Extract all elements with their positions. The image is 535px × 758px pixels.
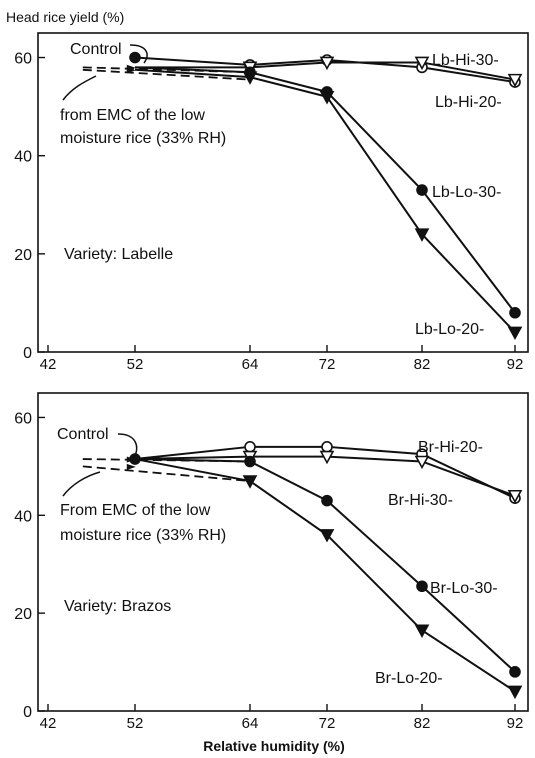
data-point: [242, 71, 258, 85]
plot-frame: [37, 32, 529, 353]
x-tick-label: 42: [40, 356, 57, 373]
x-tick-label: 42: [40, 715, 57, 732]
y-tick-label: 20: [14, 606, 32, 623]
series-label: Lb-Hi-30-: [432, 52, 499, 69]
series-label: Br-Lo-20-: [375, 670, 443, 687]
data-point: [321, 441, 333, 453]
emc-pointer: [62, 75, 97, 101]
x-tick-label: 52: [127, 715, 144, 732]
data-point: [509, 306, 521, 319]
x-tick-label: 92: [507, 356, 524, 373]
y-tick-label: 0: [23, 704, 32, 721]
series-label: Lb-Hi-20-: [435, 94, 502, 111]
variety-label: Variety: Labelle: [64, 246, 173, 263]
data-point: [242, 475, 258, 489]
control-pointer: [129, 44, 148, 64]
series-line: [134, 458, 516, 673]
data-point: [416, 184, 428, 196]
arrowhead: [126, 67, 136, 74]
y-tick-label: 40: [14, 508, 32, 525]
x-tick-label: 64: [242, 715, 259, 732]
series-line: [134, 458, 516, 693]
emc-dashed-line: [82, 465, 251, 482]
data-point: [507, 685, 523, 700]
data-point: [319, 450, 335, 465]
data-point: [507, 326, 523, 341]
x-tick-label: 64: [242, 356, 259, 373]
series-label: Br-Lo-30-: [430, 580, 498, 597]
y-tick-label: 20: [14, 247, 32, 264]
data-point: [414, 624, 430, 638]
y-tick-label: 0: [23, 345, 32, 362]
control-label: Control: [57, 426, 109, 443]
x-tick-label: 92: [507, 715, 524, 732]
series-label: Br-Hi-20-: [418, 439, 483, 456]
x-tick-label: 82: [414, 715, 431, 732]
series-label: Lb-Lo-30-: [432, 184, 501, 201]
data-point: [509, 666, 521, 678]
data-point: [507, 489, 523, 504]
series-label: Br-Hi-30-: [388, 492, 453, 509]
x-axis-title: Relative humidity (%): [203, 738, 345, 754]
y-axis-title: Head rice yield (%): [6, 9, 124, 25]
panel-brazos: 0 20 40 60 42 52 64 72 82 92 Br-Hi-20- Br-Hi-30- Br-…: [14, 392, 529, 732]
emc-label-line1: from EMC of the low: [60, 107, 205, 124]
data-point: [321, 494, 333, 507]
series-line: [134, 455, 516, 497]
y-tick-label: 60: [14, 410, 32, 427]
variety-label: Variety: Brazos: [64, 598, 171, 615]
emc-label-line2: moisture rice (33% RH): [60, 130, 226, 147]
emc-label-line2: moisture rice (33% RH): [60, 527, 226, 544]
control-point: [129, 51, 141, 64]
x-tick-label: 72: [319, 715, 336, 732]
control-label: Control: [70, 41, 122, 58]
control-pointer: [117, 433, 138, 459]
plot-frame: [37, 392, 529, 712]
y-tick-label: 60: [14, 51, 32, 68]
emc-label-line1: From EMC of the low: [60, 502, 211, 519]
data-point: [319, 529, 335, 543]
arrowhead: [126, 463, 136, 470]
x-tick-label: 82: [414, 356, 431, 373]
data-point: [244, 441, 256, 453]
x-tick-label: 72: [319, 356, 336, 373]
panel-labelle: 0 20 40 60 42 52 64 72 82 92 Lb-Hi-30- Lb-Hi-20- Lb-…: [14, 32, 529, 373]
emc-pointer: [62, 471, 101, 497]
data-point: [414, 455, 430, 470]
x-tick-label: 52: [127, 356, 144, 373]
data-point: [319, 56, 335, 71]
data-point: [507, 73, 523, 88]
data-point: [319, 91, 335, 105]
series-label: Lb-Lo-20-: [415, 321, 484, 338]
data-point: [414, 228, 430, 242]
data-point: [416, 580, 428, 593]
data-point: [244, 455, 256, 468]
data-point: [414, 56, 430, 71]
y-tick-label: 40: [14, 149, 32, 166]
